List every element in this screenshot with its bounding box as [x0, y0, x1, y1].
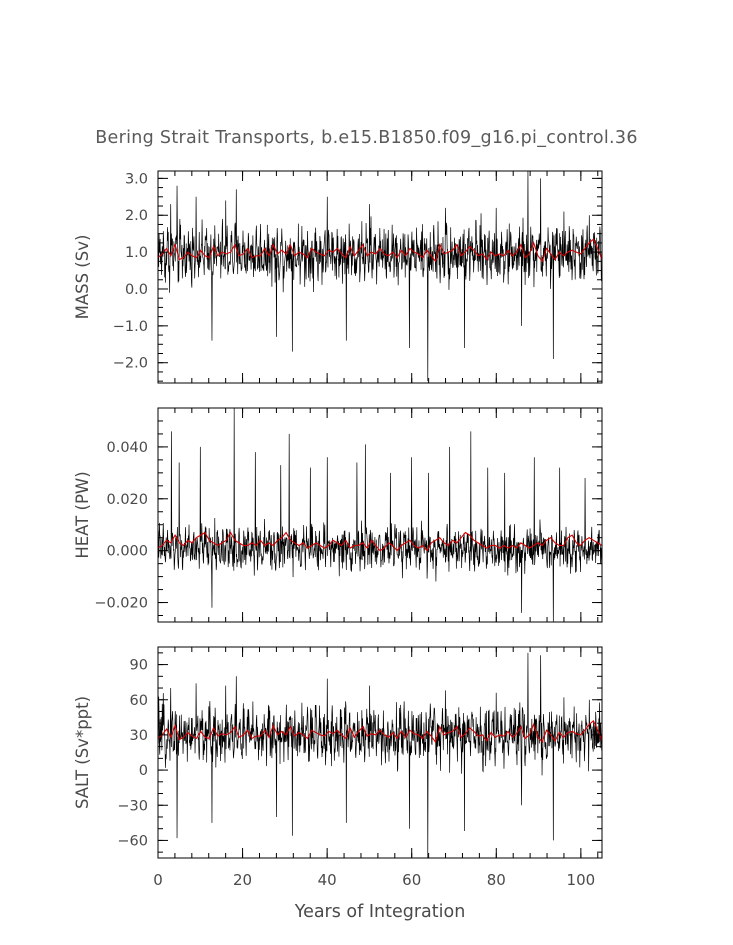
chart-title: Bering Strait Transports, b.e15.B1850.f0… [95, 128, 638, 148]
x-tick-label: 80 [487, 871, 506, 889]
annual-series-line [158, 238, 602, 263]
y-axis-label: HEAT (PW) [73, 471, 92, 558]
x-tick-label: 40 [318, 871, 337, 889]
y-tick-label: 3.0 [125, 171, 148, 187]
plot-frame [157, 407, 603, 623]
monthly-series-line [158, 652, 602, 858]
y-tick-label: 0.000 [106, 544, 148, 560]
x-axis-label: Years of Integration [294, 902, 466, 922]
x-tick-label: 60 [402, 871, 421, 889]
y-tick-label: −30 [117, 798, 148, 814]
plot-frame [157, 170, 603, 384]
salt-panel: 90 60 30 0 −30 −60 0 20 40 60 80 100 SALT (Sv*ppt) [73, 646, 603, 889]
annual-series-line [158, 719, 602, 744]
y-tick-label: −2.0 [113, 356, 148, 372]
y-tick-label: 2.0 [125, 208, 148, 224]
annual-series-line [158, 531, 602, 552]
y-tick-label: 0.040 [106, 440, 148, 456]
plot-frame [157, 646, 603, 859]
monthly-series-line [158, 408, 602, 622]
y-tick-label: 30 [130, 728, 148, 744]
y-axis-label: SALT (Sv*ppt) [73, 696, 92, 809]
y-tick-label: 0 [139, 763, 148, 779]
y-tick-label: 0.020 [106, 492, 148, 508]
y-tick-label: −1.0 [113, 319, 148, 335]
y-tick-label: 0.0 [125, 282, 148, 298]
monthly-series-line [158, 171, 602, 382]
x-tick-label: 0 [153, 871, 163, 889]
y-tick-label: 60 [130, 693, 148, 709]
x-tick-label: 100 [567, 871, 596, 889]
y-axis-label: MASS (Sv) [73, 235, 92, 320]
y-tick-label: −0.020 [94, 596, 148, 612]
y-tick-label: −60 [117, 833, 148, 849]
y-tick-label: 90 [130, 658, 148, 674]
x-tick-label: 20 [233, 871, 252, 889]
heat-panel: 0.040 0.020 0.000 −0.020 HEAT (PW) [73, 407, 603, 623]
mass-panel: 3.0 2.0 1.0 0.0 −1.0 −2.0 MASS (Sv) [73, 170, 603, 384]
y-tick-label: 1.0 [125, 245, 148, 261]
